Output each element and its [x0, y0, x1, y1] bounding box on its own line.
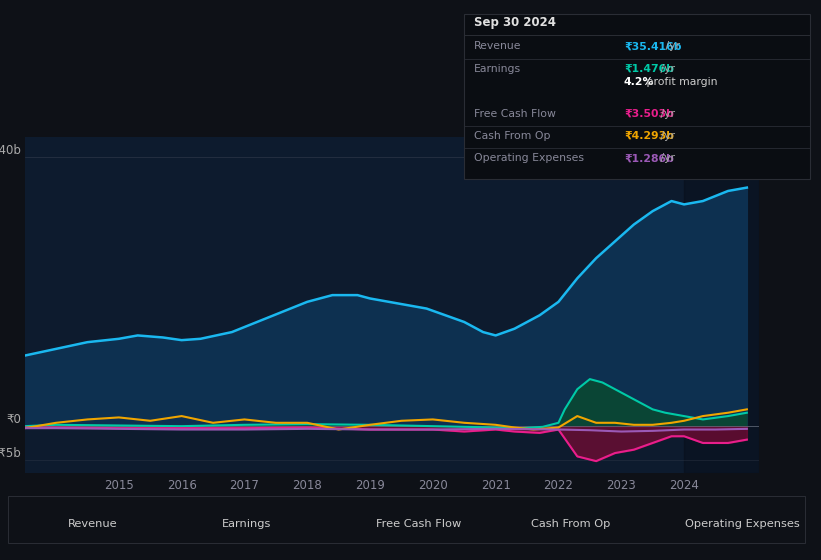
- Text: profit margin: profit margin: [643, 77, 718, 87]
- Text: /yr: /yr: [658, 131, 676, 141]
- Text: 4.2%: 4.2%: [624, 77, 654, 87]
- Text: ₹1.476b: ₹1.476b: [624, 64, 674, 74]
- Text: Operating Expenses: Operating Expenses: [474, 153, 584, 164]
- Text: ₹3.503b: ₹3.503b: [624, 109, 674, 119]
- Text: /yr: /yr: [658, 64, 676, 74]
- Text: /yr: /yr: [658, 153, 676, 164]
- Text: Earnings: Earnings: [474, 64, 521, 74]
- Text: ₹0: ₹0: [6, 413, 21, 426]
- Text: Cash From Op: Cash From Op: [474, 131, 550, 141]
- Text: /yr: /yr: [662, 41, 680, 52]
- Text: Operating Expenses: Operating Expenses: [686, 519, 800, 529]
- Text: ₹4.293b: ₹4.293b: [624, 131, 674, 141]
- Text: Earnings: Earnings: [222, 519, 272, 529]
- Text: ₹40b: ₹40b: [0, 144, 21, 157]
- Text: Free Cash Flow: Free Cash Flow: [377, 519, 461, 529]
- Text: Cash From Op: Cash From Op: [531, 519, 610, 529]
- Text: Free Cash Flow: Free Cash Flow: [474, 109, 556, 119]
- Bar: [684, 137, 759, 473]
- Text: Revenue: Revenue: [474, 41, 521, 52]
- Text: -₹5b: -₹5b: [0, 447, 21, 460]
- Text: Revenue: Revenue: [68, 519, 117, 529]
- Text: ₹35.416b: ₹35.416b: [624, 41, 681, 52]
- Text: Sep 30 2024: Sep 30 2024: [474, 16, 556, 29]
- Text: ₹1.286b: ₹1.286b: [624, 153, 674, 164]
- Text: /yr: /yr: [658, 109, 676, 119]
